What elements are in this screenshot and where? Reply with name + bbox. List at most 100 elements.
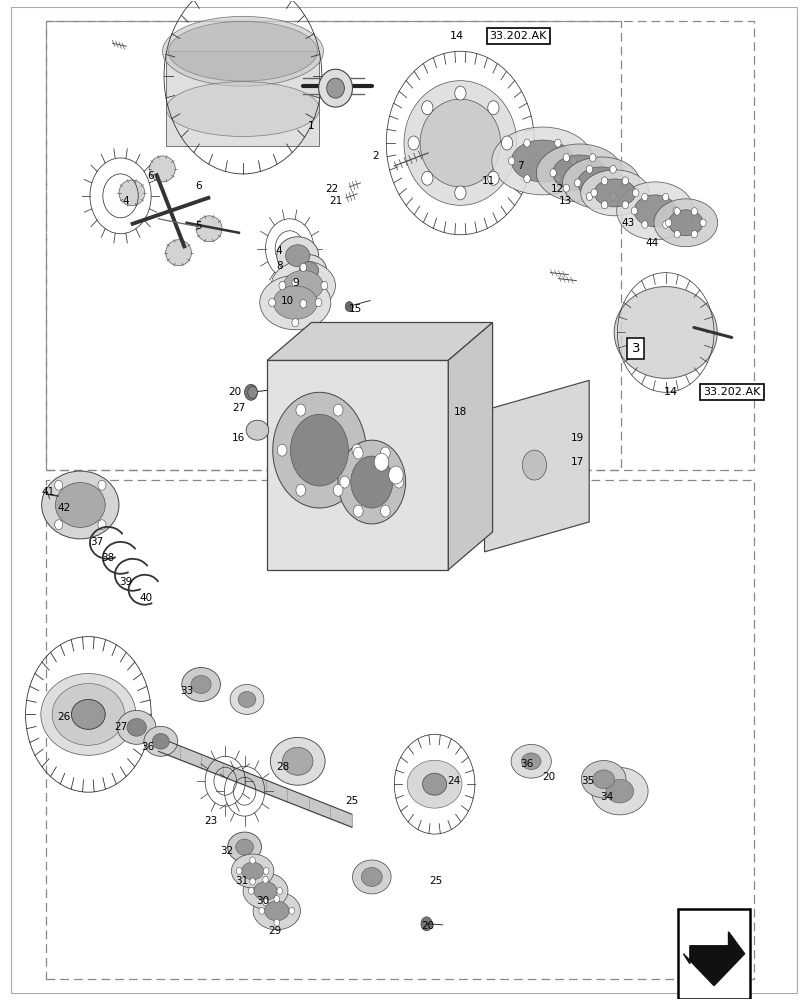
Ellipse shape [144,726,178,756]
Ellipse shape [191,676,211,693]
Circle shape [259,907,264,914]
Text: 5: 5 [196,221,202,231]
Ellipse shape [286,245,309,267]
Ellipse shape [41,674,136,755]
Ellipse shape [169,21,318,81]
Circle shape [570,157,577,165]
FancyBboxPatch shape [678,909,751,999]
Circle shape [263,867,269,874]
Text: 43: 43 [621,218,634,228]
Ellipse shape [593,770,615,788]
Ellipse shape [407,760,462,808]
Circle shape [587,192,593,200]
Ellipse shape [228,832,262,862]
Circle shape [269,298,276,307]
Ellipse shape [511,140,574,182]
Ellipse shape [284,270,323,301]
Circle shape [263,876,268,883]
Ellipse shape [423,773,447,795]
Circle shape [601,177,608,185]
Text: 36: 36 [141,742,154,752]
Circle shape [422,101,433,115]
Circle shape [353,505,363,517]
Circle shape [610,192,617,200]
Text: 22: 22 [325,184,339,194]
Ellipse shape [166,240,191,266]
Text: 42: 42 [57,503,71,513]
Circle shape [55,480,63,490]
Ellipse shape [260,275,330,330]
Circle shape [673,207,680,215]
Ellipse shape [119,180,145,206]
Circle shape [508,157,515,165]
Text: 27: 27 [114,722,127,732]
Text: 26: 26 [57,712,71,722]
Ellipse shape [521,753,541,770]
Text: 38: 38 [101,553,114,563]
Ellipse shape [606,779,633,803]
Ellipse shape [253,892,301,930]
Circle shape [300,300,307,308]
Ellipse shape [53,683,124,745]
Ellipse shape [277,237,318,275]
Circle shape [631,207,638,215]
Circle shape [263,899,268,906]
Circle shape [524,175,530,183]
Circle shape [550,169,557,177]
Text: 13: 13 [558,196,572,206]
Text: 32: 32 [221,846,234,856]
Circle shape [601,201,608,209]
Ellipse shape [243,873,288,909]
Ellipse shape [299,262,318,280]
Ellipse shape [581,761,626,798]
Circle shape [422,171,433,185]
Circle shape [642,221,648,228]
Circle shape [55,520,63,530]
Ellipse shape [127,719,146,736]
Text: 33.202.AK: 33.202.AK [703,387,760,397]
Text: 24: 24 [448,776,461,786]
Circle shape [277,444,287,456]
Ellipse shape [594,179,636,207]
Circle shape [666,219,671,227]
Ellipse shape [553,155,606,191]
Ellipse shape [117,710,156,744]
Text: 12: 12 [550,184,564,194]
Text: 1: 1 [308,121,314,131]
Ellipse shape [617,182,694,240]
Circle shape [674,208,680,215]
Circle shape [334,404,343,416]
Circle shape [248,887,254,894]
Text: 34: 34 [600,792,613,802]
Circle shape [590,154,596,162]
Circle shape [351,456,393,508]
Text: 28: 28 [276,762,290,772]
Text: 36: 36 [520,759,533,769]
Circle shape [353,447,363,459]
Circle shape [610,165,617,173]
Text: 33.202.AK: 33.202.AK [490,31,547,41]
Circle shape [622,201,629,209]
Circle shape [273,392,366,508]
Circle shape [274,919,280,926]
Circle shape [250,857,255,864]
Ellipse shape [654,199,718,247]
Text: 17: 17 [570,457,583,467]
Polygon shape [267,322,493,360]
Text: 33: 33 [180,686,193,696]
Circle shape [291,414,348,486]
Text: 27: 27 [233,403,246,413]
Ellipse shape [182,668,221,701]
Ellipse shape [361,867,382,886]
Ellipse shape [149,156,175,182]
Text: 20: 20 [542,772,556,782]
Circle shape [603,169,609,177]
Circle shape [236,867,242,874]
Circle shape [455,186,466,200]
Ellipse shape [55,483,105,527]
Circle shape [622,177,629,185]
Circle shape [692,230,697,238]
Ellipse shape [273,286,318,319]
Circle shape [374,453,389,471]
Text: 44: 44 [646,238,659,248]
